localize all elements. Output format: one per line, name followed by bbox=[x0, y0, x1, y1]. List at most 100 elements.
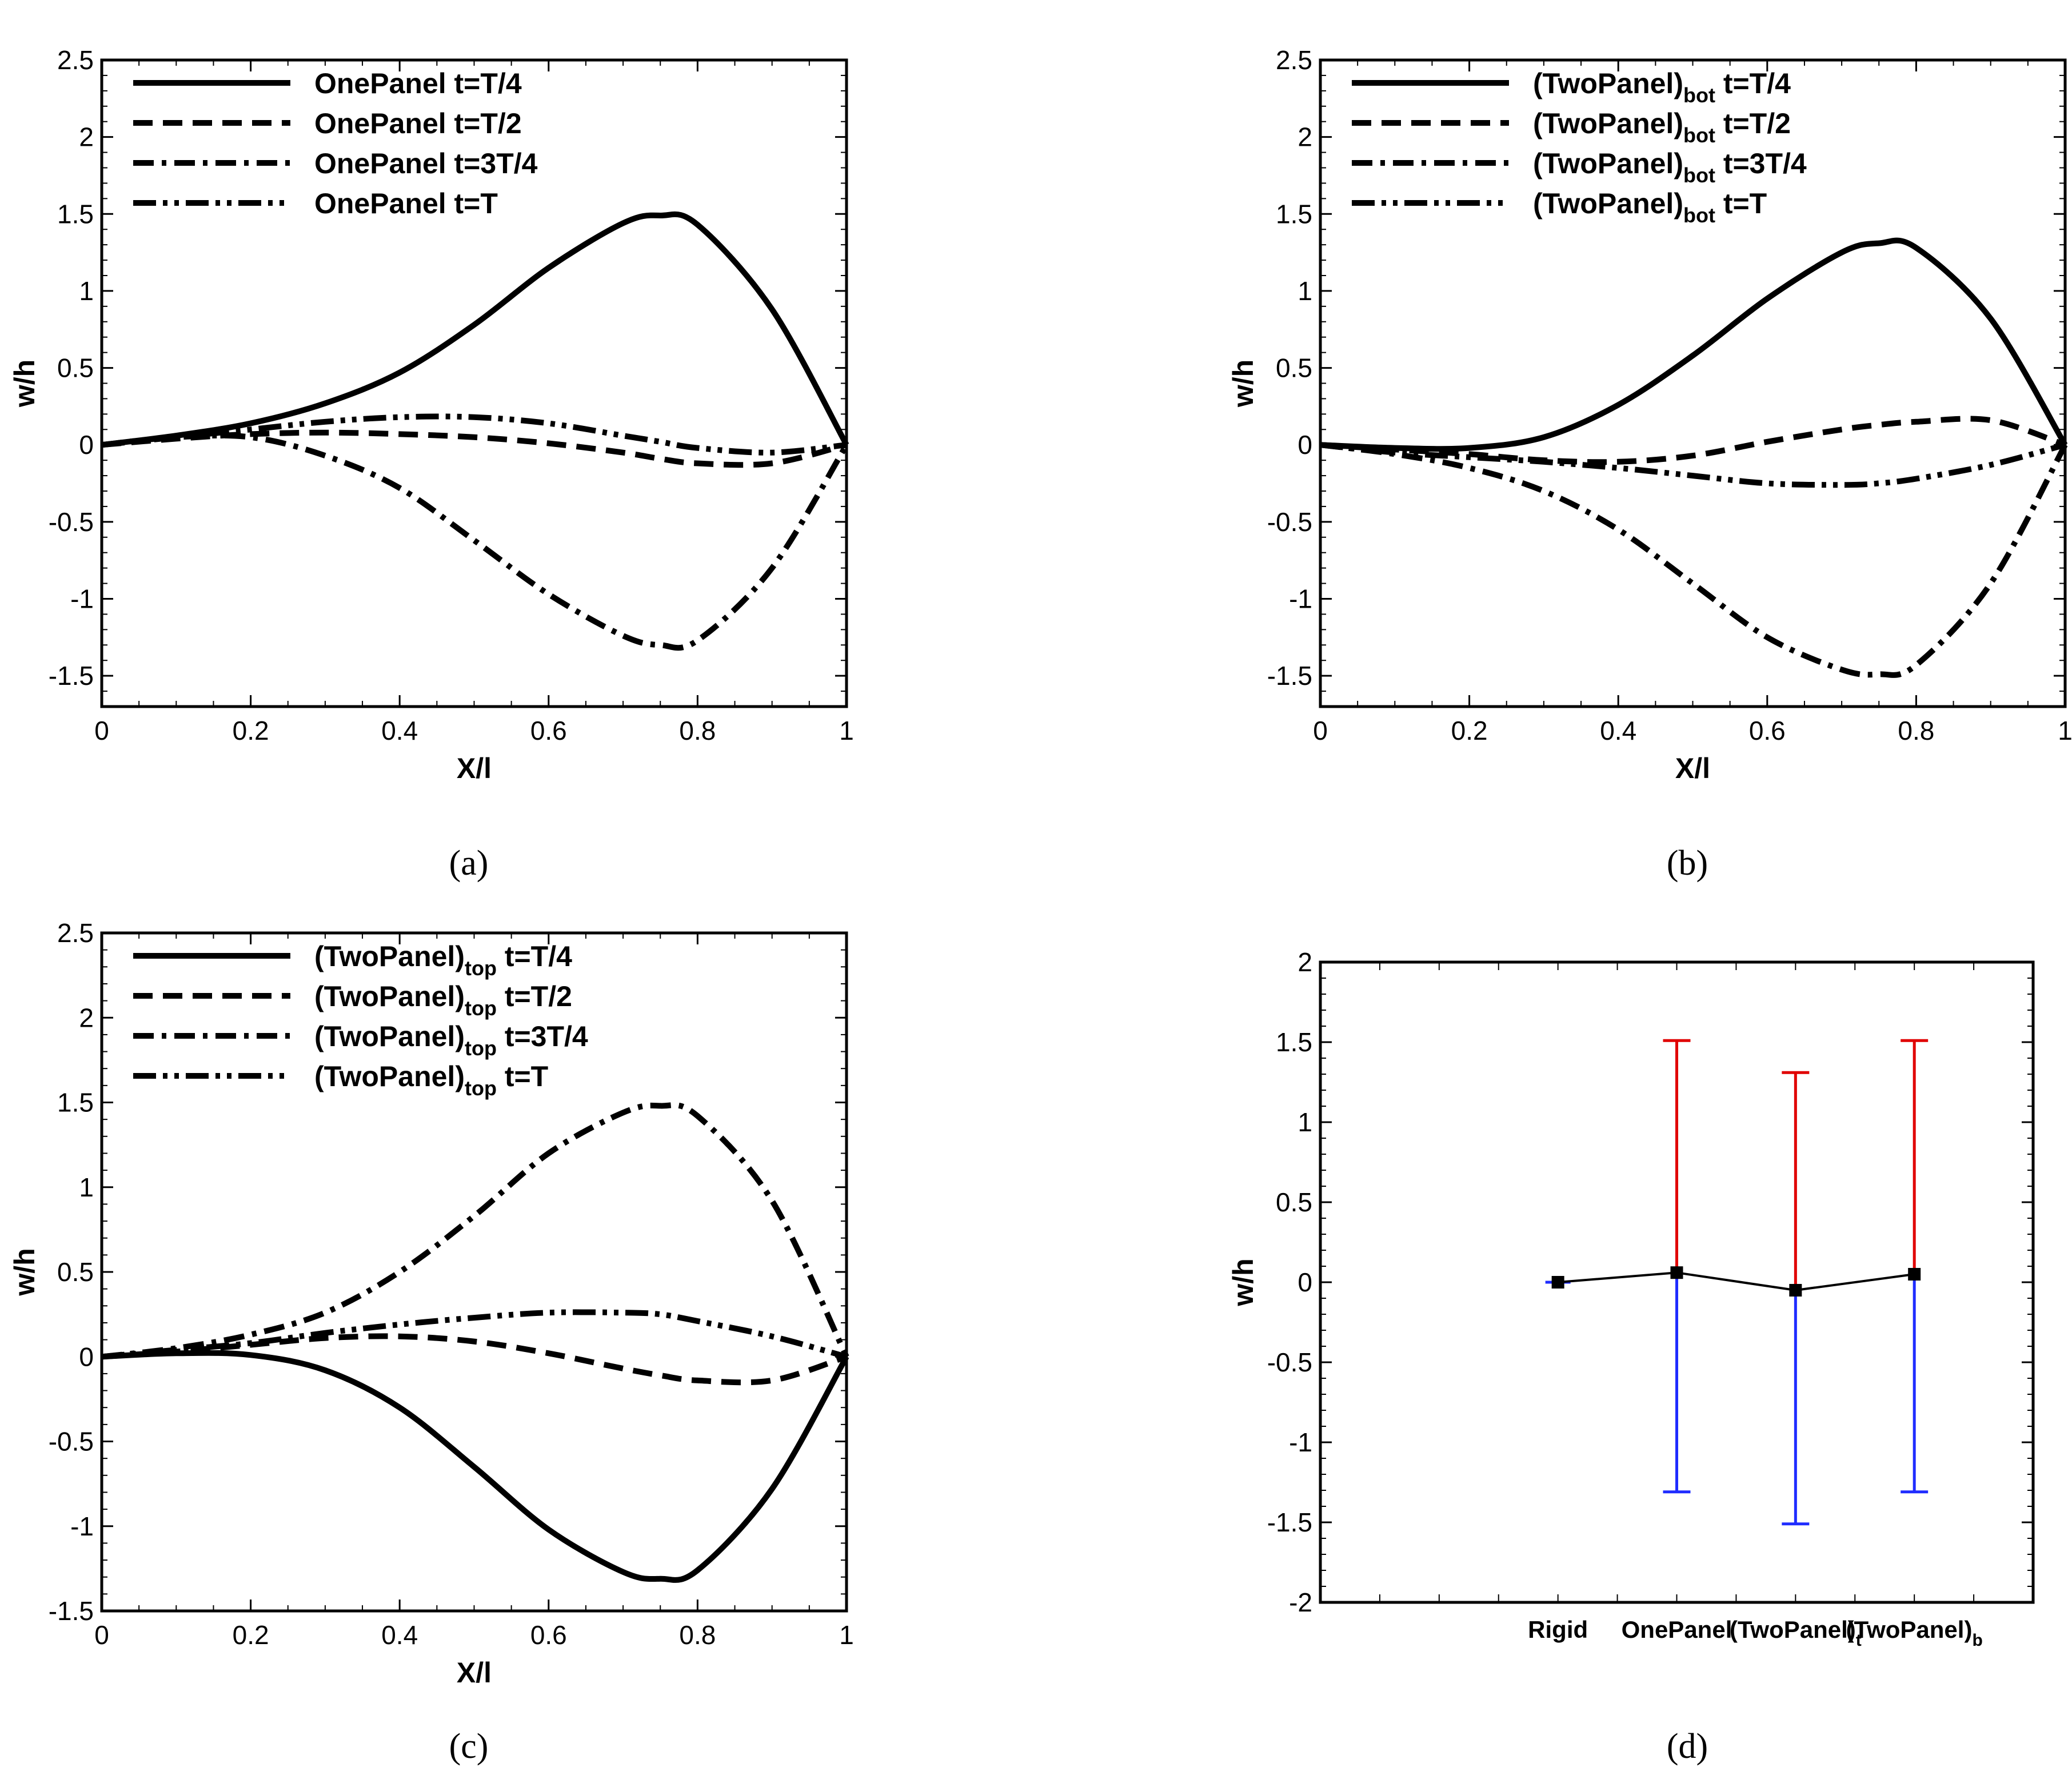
category-label-base: OnePanel bbox=[1622, 1616, 1732, 1643]
mean-line bbox=[1558, 1271, 1915, 1292]
panel-caption: (c) bbox=[449, 1727, 489, 1766]
panel-c: 2.5 2 1.5 1 0.5 0 -0.5 -1 -1.5 w/h (c) 0 0.2 0.4 0.6 0.… bbox=[9, 918, 854, 1766]
legend-label-4: (TwoPanel)top t=T bbox=[314, 1060, 548, 1100]
panel-b: 2.5 2 1.5 1 0.5 0 -0.5 -1 -1.5 w/h (b) 0 0.2 0.4 0.6 0.… bbox=[1227, 45, 2072, 883]
y-tick-label: 0.5 bbox=[1276, 353, 1312, 383]
legend-label-rest: t=3T/4 bbox=[497, 1020, 588, 1052]
legend-label-sub: top bbox=[465, 1036, 497, 1060]
series-line-4 bbox=[1320, 442, 2066, 488]
legend-label-base: (TwoPanel) bbox=[1533, 67, 1683, 99]
legend-label-sub: bot bbox=[1683, 163, 1715, 187]
mean-marker-4 bbox=[1908, 1268, 1921, 1281]
y-tick-label: -0.5 bbox=[49, 507, 94, 537]
y-tick-label: -1.5 bbox=[49, 661, 94, 691]
x-tick-label: 0.6 bbox=[1749, 716, 1786, 745]
legend-label-base: (TwoPanel) bbox=[314, 980, 465, 1012]
x-tick-label: 0 bbox=[94, 716, 109, 745]
x-tick-label: 0.2 bbox=[233, 1620, 269, 1650]
x-tick-label: 0.6 bbox=[530, 716, 567, 745]
y-tick-label: 1 bbox=[79, 1172, 94, 1202]
y-tick-label: -0.5 bbox=[49, 1427, 94, 1457]
x-tick-label: 0.8 bbox=[679, 716, 716, 745]
category-label-base: (TwoPanel) bbox=[1846, 1616, 1973, 1643]
y-tick-label: -1.5 bbox=[49, 1596, 94, 1626]
legend-label-rest: t=T/2 bbox=[497, 980, 572, 1012]
legend-label-3: (TwoPanel)top t=3T/4 bbox=[314, 1020, 588, 1060]
legend-label-rest: t=T/4 bbox=[497, 940, 572, 972]
y-tick-label: 1.5 bbox=[57, 199, 94, 229]
legend-label-2: (TwoPanel)top t=T/2 bbox=[314, 980, 572, 1020]
legend-label-sub: bot bbox=[1683, 123, 1715, 147]
y-tick-label: 0 bbox=[1298, 1267, 1312, 1297]
plot-frame bbox=[100, 931, 848, 1613]
y-tick-label: -2 bbox=[1289, 1587, 1312, 1617]
y-tick-label: 1.5 bbox=[57, 1088, 94, 1118]
x-tick-label: 0.2 bbox=[1451, 716, 1488, 745]
category-label-4: (TwoPanel)b bbox=[1846, 1616, 1983, 1650]
legend-label-base: OnePanel t=T/2 bbox=[314, 107, 522, 139]
category-label-3: (TwoPanel)t bbox=[1730, 1616, 1862, 1650]
x-tick-label: 0.4 bbox=[381, 1620, 418, 1650]
legend-label-rest: t=T/4 bbox=[1715, 67, 1791, 99]
panel-caption: (b) bbox=[1667, 844, 1708, 883]
legend-label-sub: bot bbox=[1683, 204, 1715, 227]
legend-label-3: OnePanel t=3T/4 bbox=[314, 147, 538, 180]
legend-label-2: (TwoPanel)bot t=T/2 bbox=[1533, 107, 1791, 147]
y-axis-label: w/h bbox=[9, 360, 41, 408]
y-tick-label: 2.5 bbox=[57, 918, 94, 948]
x-tick-label: 0.8 bbox=[1898, 716, 1934, 745]
y-tick-label: 0.5 bbox=[1276, 1187, 1312, 1217]
y-axis-label: w/h bbox=[1227, 360, 1259, 408]
x-tick-label: 0.2 bbox=[233, 716, 269, 745]
y-tick-label: -1.5 bbox=[1267, 1507, 1312, 1537]
y-tick-label: -0.5 bbox=[1267, 507, 1312, 537]
legend-label-base: (TwoPanel) bbox=[1533, 188, 1683, 220]
x-tick-label: 1 bbox=[839, 1620, 854, 1650]
x-tick-label: 0 bbox=[94, 1620, 109, 1650]
legend-label-base: OnePanel t=T/4 bbox=[314, 67, 522, 99]
series-line-1 bbox=[101, 211, 849, 448]
y-axis-label: w/h bbox=[1227, 1258, 1259, 1306]
legend-label-base: (TwoPanel) bbox=[1533, 147, 1683, 180]
legend-label-sub: top bbox=[465, 996, 497, 1020]
x-tick-label: 1 bbox=[2058, 716, 2072, 745]
x-tick-label: 0 bbox=[1313, 716, 1328, 745]
x-axis-label: X/l bbox=[457, 752, 492, 784]
category-label-sub: b bbox=[1972, 1631, 1982, 1650]
mean-marker-2 bbox=[1670, 1266, 1683, 1279]
x-tick-label: 1 bbox=[839, 716, 854, 745]
legend-label-sub: top bbox=[465, 956, 497, 980]
legend-label-rest: t=T/2 bbox=[1715, 107, 1791, 139]
y-tick-label: -1 bbox=[70, 1511, 94, 1541]
category-label-base: Rigid bbox=[1528, 1616, 1588, 1643]
legend-label-rest: t=T bbox=[1715, 188, 1767, 220]
legend-label-rest: t=3T/4 bbox=[1715, 147, 1807, 180]
category-label-base: (TwoPanel) bbox=[1730, 1616, 1856, 1643]
y-tick-label: 0 bbox=[79, 1342, 94, 1371]
y-tick-label: 2 bbox=[1298, 947, 1312, 977]
legend-label-base: (TwoPanel) bbox=[314, 1060, 465, 1092]
y-tick-label: 0.5 bbox=[57, 1257, 94, 1287]
y-axis-label: w/h bbox=[9, 1248, 41, 1296]
category-label-2: OnePanel bbox=[1622, 1616, 1732, 1643]
x-tick-label: 0.8 bbox=[679, 1620, 716, 1650]
legend-label-2: OnePanel t=T/2 bbox=[314, 107, 522, 139]
series-line-3 bbox=[101, 1102, 849, 1360]
legend-label-base: (TwoPanel) bbox=[314, 940, 465, 972]
x-tick-label: 0.4 bbox=[1600, 716, 1636, 745]
y-tick-label: 1 bbox=[1298, 1107, 1312, 1137]
legend-label-1: OnePanel t=T/4 bbox=[314, 67, 522, 99]
panel-d: 2 1.5 1 0.5 0 -0.5 -1 -1.5 -2 w/h (d) Rigid OnePanel… bbox=[1227, 947, 2035, 1766]
legend-label-4: OnePanel t=T bbox=[314, 188, 498, 220]
y-tick-label: 2 bbox=[79, 1003, 94, 1032]
y-tick-label: 1 bbox=[1298, 276, 1312, 306]
y-tick-label: 2.5 bbox=[57, 45, 94, 75]
y-tick-label: 0.5 bbox=[57, 353, 94, 383]
x-axis-label: X/l bbox=[1675, 752, 1710, 784]
legend-label-base: OnePanel t=3T/4 bbox=[314, 147, 538, 180]
panel-caption: (d) bbox=[1667, 1727, 1708, 1766]
y-tick-label: 0 bbox=[1298, 430, 1312, 460]
x-tick-label: 0.4 bbox=[381, 716, 418, 745]
mean-marker-1 bbox=[1551, 1276, 1564, 1289]
